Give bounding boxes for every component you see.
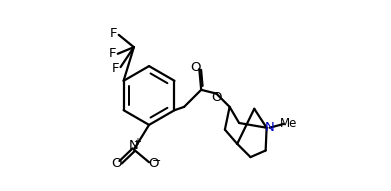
Text: Me: Me xyxy=(280,117,298,130)
Text: F: F xyxy=(112,62,120,75)
Text: −: − xyxy=(152,156,161,166)
Text: +: + xyxy=(133,137,141,147)
Text: N: N xyxy=(264,121,274,134)
Text: O: O xyxy=(191,61,201,74)
Text: O: O xyxy=(211,91,222,104)
Text: O: O xyxy=(148,157,158,170)
Text: F: F xyxy=(110,27,118,40)
Text: F: F xyxy=(109,47,116,60)
Text: N: N xyxy=(129,139,139,152)
Text: O: O xyxy=(111,157,122,170)
